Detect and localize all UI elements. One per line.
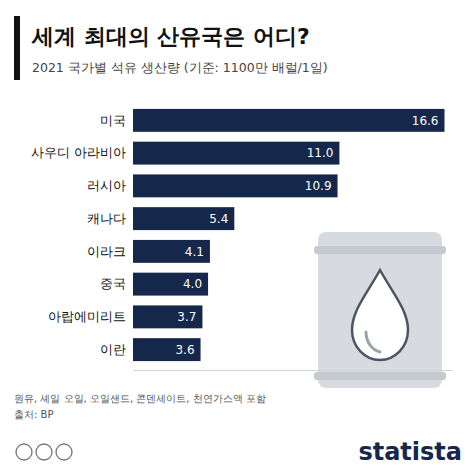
y-tick-label: 중국 — [100, 276, 126, 291]
y-tick: 러시아 — [87, 178, 133, 193]
y-axis: 미국사우디 아라비아러시아캐나다이라크중국아랍에미리트이란 — [31, 113, 133, 357]
bar — [133, 240, 210, 263]
barrel-drop — [352, 270, 408, 360]
barrel-icon — [314, 232, 446, 388]
barrel-ridge — [314, 246, 446, 254]
data-label: 4.0 — [183, 277, 202, 291]
data-label: 5.4 — [209, 212, 228, 226]
source: 출처: BP — [14, 409, 53, 420]
y-tick: 미국 — [100, 113, 133, 128]
x-axis-line — [134, 370, 453, 371]
bar — [133, 207, 234, 230]
bar — [133, 305, 202, 328]
data-label: 3.7 — [177, 310, 196, 324]
bar — [133, 142, 339, 165]
y-tick-label: 사우디 아라비아 — [31, 145, 126, 160]
brand: statista — [358, 438, 462, 466]
barrel-body — [318, 232, 442, 388]
y-tick-label: 아랍에미리트 — [48, 309, 126, 324]
y-tick-label: 미국 — [100, 113, 126, 128]
y-tick: 이라크 — [87, 244, 133, 259]
bar — [133, 273, 208, 296]
license-icon — [16, 444, 32, 460]
note: 원유, 셰일 오일, 오일샌드, 콘덴세이트, 천연가스액 포함 — [14, 393, 266, 404]
title-accent — [14, 16, 20, 80]
y-tick: 사우디 아라비아 — [31, 145, 133, 160]
bar — [133, 109, 444, 132]
barrel-drop-shine — [366, 332, 380, 352]
data-label: 16.6 — [412, 114, 439, 128]
y-tick-label: 캐나다 — [87, 211, 126, 226]
data-label: 10.9 — [305, 179, 332, 193]
license-icon — [36, 444, 52, 460]
bar — [133, 338, 201, 361]
title: 세계 최대의 산유국은 어디? — [31, 24, 310, 49]
y-tick-label: 러시아 — [87, 178, 126, 193]
subtitle: 2021 국가별 석유 생산량 (기준: 1100만 배럴/1일) — [32, 60, 328, 75]
y-tick: 이란 — [100, 342, 133, 357]
data-label: 11.0 — [307, 146, 334, 160]
data-labels: 16.6 11.0 10.9 5.4 4.1 4.0 3.7 3.6 — [175, 114, 438, 357]
barrel-ridge — [314, 372, 446, 380]
license-icon — [56, 444, 72, 460]
data-label: 3.6 — [175, 343, 194, 357]
bars — [133, 109, 444, 361]
y-tick: 아랍에미리트 — [48, 309, 133, 324]
y-tick-label: 이라크 — [87, 244, 126, 259]
y-tick: 캐나다 — [87, 211, 133, 226]
y-tick: 중국 — [100, 276, 133, 291]
bar — [133, 174, 338, 197]
data-label: 4.1 — [185, 245, 204, 259]
y-tick-label: 이란 — [100, 342, 126, 357]
x-axis — [134, 370, 453, 371]
